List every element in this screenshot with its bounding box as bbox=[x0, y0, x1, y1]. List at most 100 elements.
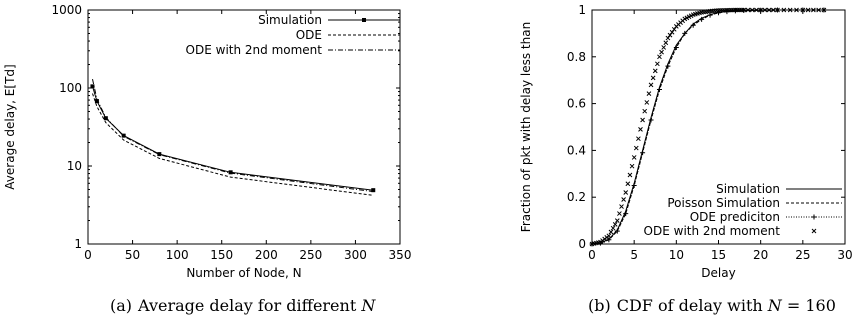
legend-label: ODE bbox=[296, 28, 322, 42]
series-2 bbox=[92, 93, 374, 196]
data-point bbox=[650, 75, 656, 81]
y-tick-label: 100 bbox=[59, 81, 82, 95]
x-tick-label: 25 bbox=[795, 248, 810, 262]
x-axis-label: Number of Node, N bbox=[186, 266, 301, 280]
data-point bbox=[758, 7, 764, 13]
data-point bbox=[619, 204, 624, 209]
legend-sample-marker bbox=[811, 214, 817, 220]
data-point bbox=[665, 35, 671, 41]
caption-b: (b) CDF of delay with N = 160 bbox=[588, 296, 836, 315]
x-tick-label: 50 bbox=[125, 248, 140, 262]
data-point bbox=[621, 197, 626, 202]
data-point bbox=[648, 117, 654, 123]
data-point bbox=[805, 7, 811, 13]
data-point bbox=[770, 7, 776, 13]
data-point bbox=[655, 61, 660, 67]
chart-average-delay: 0 50 100 150 200 250 300 350 1 10 100 1000 Number of… bbox=[3, 3, 412, 280]
y-tick-label: 10 bbox=[67, 159, 82, 173]
x-tick-label: 200 bbox=[255, 248, 278, 262]
data-point bbox=[606, 237, 612, 243]
data-point bbox=[121, 133, 126, 138]
data-point bbox=[640, 150, 646, 156]
series-line bbox=[92, 93, 374, 196]
data-point bbox=[699, 16, 705, 22]
data-point bbox=[800, 7, 806, 13]
y-tick-label: 1000 bbox=[51, 3, 82, 17]
data-point bbox=[811, 7, 816, 13]
y-tick-label: 1 bbox=[74, 237, 82, 251]
data-point bbox=[623, 211, 629, 217]
data-point bbox=[629, 163, 635, 169]
legend-sample-marker bbox=[362, 18, 366, 22]
data-point bbox=[652, 68, 658, 74]
data-point bbox=[612, 222, 618, 227]
series-line bbox=[92, 78, 374, 193]
data-point bbox=[665, 63, 671, 69]
data-point bbox=[631, 155, 637, 160]
chart-delay-cdf: 0 5 10 15 20 25 30 0 0.2 0.4 0.6 0.8 1 Delay Fraction … bbox=[519, 3, 853, 280]
y-axis-label: Average delay, E[Td] bbox=[3, 64, 17, 189]
legend-label: ODE with 2nd moment bbox=[644, 224, 781, 238]
legend-label: Simulation bbox=[716, 182, 780, 196]
x-axis-label: Delay bbox=[701, 266, 735, 280]
x-tick-label: 350 bbox=[389, 248, 412, 262]
series-1 bbox=[90, 84, 376, 193]
x-tick-label: 30 bbox=[837, 248, 852, 262]
data-point bbox=[682, 30, 688, 36]
caption-a: (a) Average delay for different N bbox=[110, 296, 375, 315]
caption-b-tail: = 160 bbox=[781, 296, 836, 315]
data-point bbox=[762, 7, 768, 13]
data-point bbox=[821, 7, 827, 13]
data-point bbox=[659, 49, 664, 55]
legend-label: Simulation bbox=[258, 13, 322, 27]
data-point bbox=[631, 183, 637, 188]
data-point bbox=[749, 7, 755, 13]
data-point bbox=[644, 100, 650, 105]
data-point bbox=[669, 29, 675, 35]
data-point bbox=[646, 91, 652, 97]
y-tick-label: 0 bbox=[578, 237, 586, 251]
data-point bbox=[656, 87, 662, 93]
y-tick-label: 0.2 bbox=[567, 190, 586, 204]
x-tick-label: 10 bbox=[669, 248, 684, 262]
x-tick-label: 20 bbox=[753, 248, 768, 262]
y-tick-label: 1 bbox=[578, 3, 586, 17]
data-point bbox=[623, 190, 629, 195]
x-tick-label: 0 bbox=[588, 248, 596, 262]
x-tick-label: 250 bbox=[299, 248, 322, 262]
data-point bbox=[648, 82, 654, 88]
y-axis-label: Fraction of pkt with delay less than bbox=[519, 22, 533, 232]
y-tick-label: 0.4 bbox=[567, 143, 586, 157]
data-point bbox=[661, 45, 667, 50]
caption-a-tag: (a) bbox=[110, 296, 133, 315]
data-point bbox=[610, 225, 616, 231]
data-point bbox=[766, 7, 772, 13]
data-point bbox=[741, 7, 747, 13]
data-point bbox=[371, 188, 376, 193]
caption-a-var: N bbox=[361, 296, 376, 315]
data-point bbox=[94, 99, 99, 104]
y-tick-label: 0.6 bbox=[567, 97, 586, 111]
data-point bbox=[636, 136, 641, 142]
series-line bbox=[591, 9, 824, 245]
x-tick-label: 5 bbox=[630, 248, 638, 262]
x-tick-label: 300 bbox=[344, 248, 367, 262]
x-tick-label: 150 bbox=[210, 248, 233, 262]
data-point bbox=[228, 170, 233, 175]
data-point bbox=[103, 116, 108, 121]
data-point bbox=[606, 233, 612, 239]
data-point bbox=[745, 7, 751, 13]
data-point bbox=[617, 211, 622, 216]
data-point bbox=[673, 44, 679, 50]
data-point bbox=[657, 54, 662, 60]
y-tick-label: 0.8 bbox=[567, 50, 586, 64]
data-point bbox=[625, 181, 631, 187]
data-point bbox=[614, 218, 620, 223]
data-point bbox=[642, 108, 648, 114]
data-point bbox=[794, 7, 799, 13]
data-point bbox=[816, 7, 821, 13]
data-point bbox=[633, 145, 639, 151]
x-tick-label: 15 bbox=[711, 248, 726, 262]
data-point bbox=[627, 172, 633, 178]
data-point bbox=[754, 7, 759, 13]
